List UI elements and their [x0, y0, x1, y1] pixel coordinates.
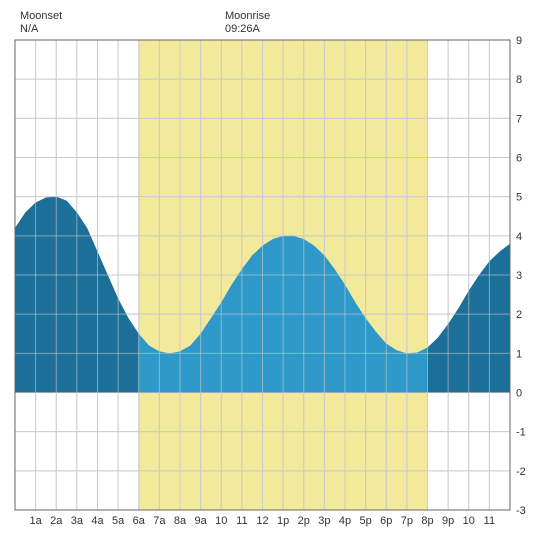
svg-text:2p: 2p [298, 515, 310, 527]
svg-text:10: 10 [463, 515, 475, 527]
svg-text:7: 7 [516, 113, 522, 125]
moonset-value: N/A [20, 23, 62, 36]
svg-text:8p: 8p [421, 515, 433, 527]
svg-text:1a: 1a [30, 515, 43, 527]
svg-text:6p: 6p [380, 515, 392, 527]
svg-text:0: 0 [516, 388, 522, 400]
svg-text:3a: 3a [71, 515, 84, 527]
svg-text:2: 2 [516, 309, 522, 321]
svg-text:1: 1 [516, 348, 522, 360]
svg-text:9p: 9p [442, 515, 454, 527]
svg-text:-3: -3 [516, 505, 526, 517]
svg-text:11: 11 [484, 515, 495, 527]
svg-text:4p: 4p [339, 515, 351, 527]
svg-text:8a: 8a [174, 515, 187, 527]
svg-text:12: 12 [256, 515, 268, 527]
svg-text:6a: 6a [133, 515, 146, 527]
svg-text:5a: 5a [112, 515, 125, 527]
svg-text:3p: 3p [318, 515, 330, 527]
svg-text:7p: 7p [401, 515, 413, 527]
svg-text:3: 3 [516, 270, 522, 282]
svg-text:10: 10 [215, 515, 227, 527]
moonset-label: Moonset [20, 10, 62, 23]
svg-text:1p: 1p [277, 515, 289, 527]
moonrise-block: Moonrise 09:26A [225, 10, 270, 36]
tide-chart: Moonset N/A Moonrise 09:26A -3-2-1012345… [10, 10, 540, 540]
svg-text:4: 4 [516, 231, 522, 243]
chart-header: Moonset N/A Moonrise 09:26A [10, 10, 540, 40]
svg-text:5p: 5p [360, 515, 372, 527]
svg-text:2a: 2a [50, 515, 63, 527]
svg-text:6: 6 [516, 153, 522, 165]
svg-text:9a: 9a [195, 515, 208, 527]
svg-text:11: 11 [236, 515, 247, 527]
chart-svg: -3-2-101234567891a2a3a4a5a6a7a8a9a101112… [10, 10, 540, 540]
svg-text:4a: 4a [91, 515, 104, 527]
svg-text:5: 5 [516, 192, 522, 204]
svg-text:-2: -2 [516, 466, 526, 478]
moonrise-value: 09:26A [225, 23, 270, 36]
moonset-block: Moonset N/A [20, 10, 62, 36]
svg-text:-1: -1 [516, 427, 526, 439]
svg-text:8: 8 [516, 74, 522, 86]
svg-text:7a: 7a [153, 515, 166, 527]
moonrise-label: Moonrise [225, 10, 270, 23]
